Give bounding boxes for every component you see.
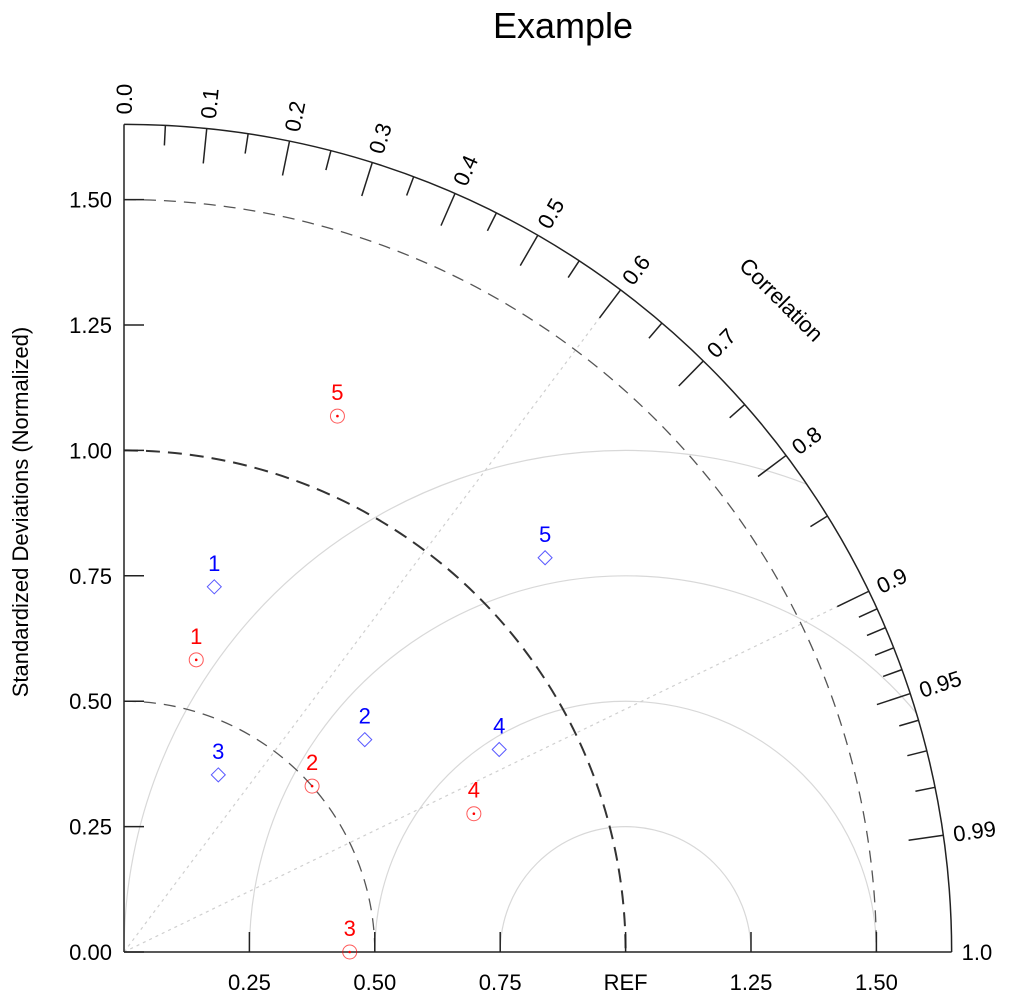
rms-arc	[248, 575, 917, 953]
correlation-major-tick	[678, 360, 704, 387]
correlation-reference-line	[123, 590, 870, 953]
x-tick-label: 0.50	[353, 970, 396, 995]
y-tick-label: 1.50	[69, 188, 112, 213]
point-label: 3	[344, 916, 356, 941]
diamond-marker	[537, 550, 553, 566]
correlation-major-tick	[202, 128, 208, 164]
correlation-major-tick	[519, 234, 539, 267]
correlation-tick-label: 0.1	[196, 87, 224, 120]
correlation-tick-label: 0.4	[448, 151, 483, 189]
circle-marker-dot	[310, 784, 314, 788]
std-dashed-arc	[123, 449, 627, 953]
correlation-major-tick	[361, 162, 374, 197]
correlation-major-tick	[757, 454, 787, 478]
correlation-tick-label: 0.8	[787, 421, 826, 459]
circle-marker	[342, 944, 358, 960]
circle-marker	[304, 778, 320, 794]
correlation-arc	[123, 123, 953, 953]
correlation-tick-label: 0.7	[702, 324, 741, 363]
std-dashed-arc	[123, 700, 376, 953]
correlation-minor-tick	[915, 786, 936, 793]
diamond-marker	[491, 741, 507, 758]
y-tick-label: 0.50	[69, 689, 112, 714]
correlation-minor-tick	[899, 719, 919, 727]
correlation-minor-tick	[567, 260, 580, 278]
x-tick-label: 1.25	[730, 970, 773, 995]
correlation-major-tick	[836, 590, 870, 608]
chart-title: Example	[493, 5, 633, 46]
point-label: 5	[331, 380, 343, 405]
circle-marker-dot	[194, 658, 198, 662]
point-label: 2	[306, 750, 318, 775]
correlation-minor-tick	[858, 608, 878, 618]
correlation-reference-line	[123, 289, 622, 953]
correlation-minor-tick	[325, 150, 332, 171]
correlation-label: Correlation	[734, 253, 828, 347]
point-label: 5	[539, 522, 551, 547]
correlation-tick-label: 0.3	[364, 120, 397, 157]
y-tick-label: 0.25	[69, 815, 112, 840]
correlation-tick-label: 0.2	[280, 99, 311, 134]
correlation-major-tick	[281, 140, 291, 176]
point-label: 4	[468, 778, 480, 803]
correlation-minor-tick	[729, 404, 746, 419]
correlation-minor-tick	[648, 322, 663, 339]
point-label: 3	[212, 739, 224, 764]
correlation-tick-label: 0.0	[112, 84, 137, 115]
y-tick-label: 1.00	[69, 438, 112, 463]
circle-marker	[188, 652, 204, 668]
point-label: 2	[359, 704, 371, 729]
correlation-minor-tick	[405, 176, 415, 196]
correlation-tick-label: 0.99	[952, 816, 998, 847]
y-tick-label: 1.25	[69, 313, 112, 338]
x-tick-label: 1.50	[855, 970, 898, 995]
correlation-minor-tick	[874, 647, 894, 656]
correlation-minor-tick	[907, 750, 927, 757]
correlation-minor-tick	[882, 668, 903, 678]
std-dashed-arc	[123, 198, 878, 953]
circle-marker	[329, 408, 345, 424]
correlation-minor-tick	[810, 515, 828, 528]
x-tick-label: 0.25	[228, 970, 271, 995]
correlation-minor-tick	[163, 125, 167, 146]
correlation-tick-label: 0.5	[532, 194, 569, 233]
correlation-major-tick	[440, 193, 456, 226]
x-tick-label: REF	[604, 970, 648, 995]
diamond-marker	[357, 731, 373, 748]
rms-arc	[374, 700, 877, 953]
point-label: 4	[493, 713, 505, 738]
y-tick-label: 0.00	[69, 940, 112, 965]
rms-arc	[123, 449, 808, 953]
correlation-tick-label: 1.0	[962, 940, 993, 965]
y-tick-label: 0.75	[69, 564, 112, 589]
diamond-marker	[210, 767, 227, 783]
correlation-major-tick	[908, 834, 944, 841]
point-label: 1	[208, 551, 220, 576]
correlation-minor-tick	[866, 626, 886, 637]
point-label: 1	[190, 624, 202, 649]
correlation-tick-label: 0.9	[873, 563, 911, 599]
correlation-tick-label: 0.95	[916, 666, 964, 703]
correlation-minor-tick	[244, 133, 249, 154]
correlation-tick-label: 0.6	[617, 250, 655, 289]
diamond-marker	[206, 579, 222, 595]
correlation-major-tick	[598, 289, 622, 319]
circle-marker-dot	[348, 950, 352, 954]
rms-arc	[499, 826, 752, 953]
circle-marker-dot	[336, 414, 339, 418]
circle-marker-dot	[472, 812, 476, 816]
correlation-major-tick	[876, 692, 911, 706]
correlation-minor-tick	[486, 212, 498, 232]
y-axis-label: Standardized Deviations (Normalized)	[8, 327, 33, 698]
x-tick-label: 0.75	[479, 970, 522, 995]
circle-marker	[466, 806, 482, 822]
